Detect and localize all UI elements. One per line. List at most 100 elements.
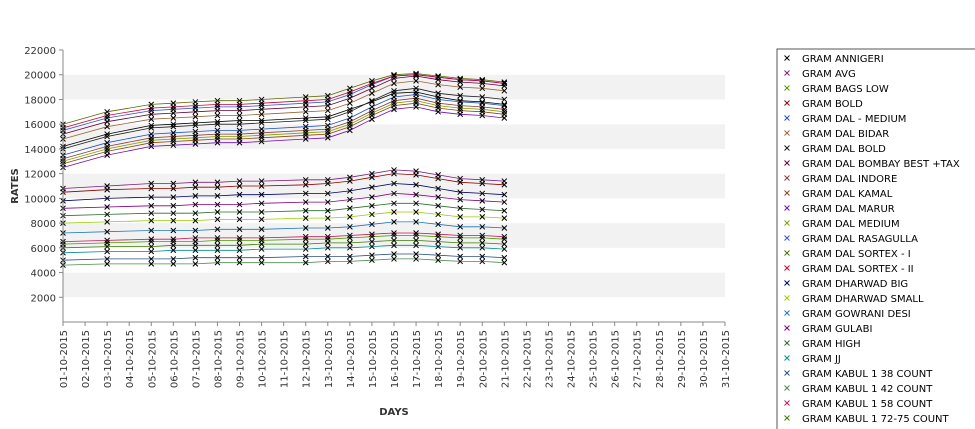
data-point — [457, 189, 464, 196]
data-point — [148, 122, 155, 129]
x-tick-label: 12-10-2015 — [302, 330, 313, 388]
grid-band — [63, 198, 725, 224]
legend-box — [776, 48, 975, 429]
data-point — [413, 78, 419, 84]
data-point — [457, 179, 464, 186]
data-point — [104, 211, 110, 218]
data-point — [501, 108, 508, 115]
data-point — [104, 152, 110, 158]
data-point — [457, 102, 464, 109]
data-point — [236, 139, 243, 146]
series-line — [62, 87, 505, 150]
data-point — [413, 71, 419, 78]
data-point — [324, 99, 331, 105]
data-point — [457, 235, 464, 241]
legend-item: GRAM DHARWAD BIG — [784, 279, 908, 290]
data-point — [148, 137, 155, 144]
data-point — [324, 215, 331, 221]
x-tick-label: 20-10-2015 — [478, 330, 489, 388]
data-point — [214, 259, 221, 266]
data-point — [501, 225, 508, 231]
data-point — [457, 244, 464, 251]
data-point — [302, 233, 309, 240]
data-point — [214, 242, 221, 249]
data-point — [236, 209, 243, 215]
data-point — [104, 143, 110, 150]
data-point — [457, 105, 464, 111]
data-point — [413, 242, 419, 249]
data-point — [501, 106, 508, 113]
data-point — [457, 84, 464, 90]
data-point — [369, 231, 375, 238]
grid-band — [63, 124, 725, 149]
data-point — [435, 243, 441, 250]
series-line — [62, 202, 505, 217]
x-tick-label: 16-10-2015 — [390, 330, 401, 388]
legend-marker — [784, 385, 790, 391]
data-point — [148, 125, 155, 131]
legend-marker — [784, 400, 790, 406]
data-point — [347, 235, 353, 241]
series-line — [62, 221, 505, 234]
x-tick-label: 17-10-2015 — [412, 330, 423, 388]
data-point — [347, 214, 353, 220]
x-tick-label: 21-10-2015 — [500, 330, 511, 388]
data-point — [192, 235, 199, 241]
data-point — [391, 256, 397, 262]
data-point — [324, 207, 331, 214]
data-point — [258, 209, 265, 215]
data-point — [501, 181, 508, 188]
data-point — [148, 134, 155, 141]
data-point — [236, 183, 243, 189]
legend-item: GRAM KABUL 1 72-75 COUNT — [784, 414, 950, 425]
legend-item: GRAM DAL INDORE — [784, 174, 897, 185]
data-point — [214, 254, 221, 261]
data-point — [435, 81, 441, 88]
data-point — [236, 235, 243, 241]
data-point — [347, 121, 353, 128]
data-point — [435, 257, 441, 264]
data-point — [457, 92, 464, 99]
data-point — [236, 191, 243, 198]
legend-label: GRAM GOWRANI DESI — [802, 309, 911, 320]
x-tick-label: 30-10-2015 — [699, 330, 710, 388]
data-point — [324, 225, 331, 231]
data-point — [148, 256, 155, 262]
data-point — [369, 233, 375, 240]
data-point — [214, 201, 221, 208]
series-line — [62, 211, 505, 224]
data-point — [148, 227, 155, 234]
legend: GRAM ANNIGERI GRAM AVG GRAM BAGS LOW GRAM B… — [776, 48, 975, 429]
data-point — [170, 142, 177, 149]
data-point — [170, 133, 177, 140]
data-point — [347, 244, 353, 251]
data-point — [170, 247, 177, 254]
legend-marker — [784, 190, 790, 196]
legend-marker — [784, 55, 790, 61]
data-point — [148, 116, 155, 123]
data-point — [457, 253, 464, 260]
data-point — [302, 115, 309, 121]
data-point — [501, 96, 508, 103]
y-tick-label: 6000 — [31, 244, 56, 255]
data-point — [435, 102, 441, 109]
legend-label: GRAM KABUL 1 72-75 COUNT — [802, 414, 950, 425]
legend-item: GRAM DAL BOLD — [784, 144, 886, 155]
data-point — [148, 238, 155, 245]
series-line — [62, 244, 505, 254]
legend-item: GRAM DHARWAD SMALL — [784, 294, 924, 305]
data-point — [457, 258, 464, 265]
legend-marker — [784, 85, 790, 91]
data-point — [104, 112, 110, 119]
data-point — [435, 90, 441, 97]
legend-label: GRAM AVG — [802, 69, 856, 80]
legend-marker — [784, 145, 790, 151]
data-point — [214, 209, 221, 215]
x-tick-label: 22-10-2015 — [522, 330, 533, 388]
data-point — [435, 175, 441, 182]
series-line — [62, 253, 505, 261]
x-tick-label: 11-10-2015 — [280, 330, 291, 388]
data-point — [435, 231, 441, 238]
data-point — [258, 111, 265, 118]
data-point — [302, 129, 309, 136]
